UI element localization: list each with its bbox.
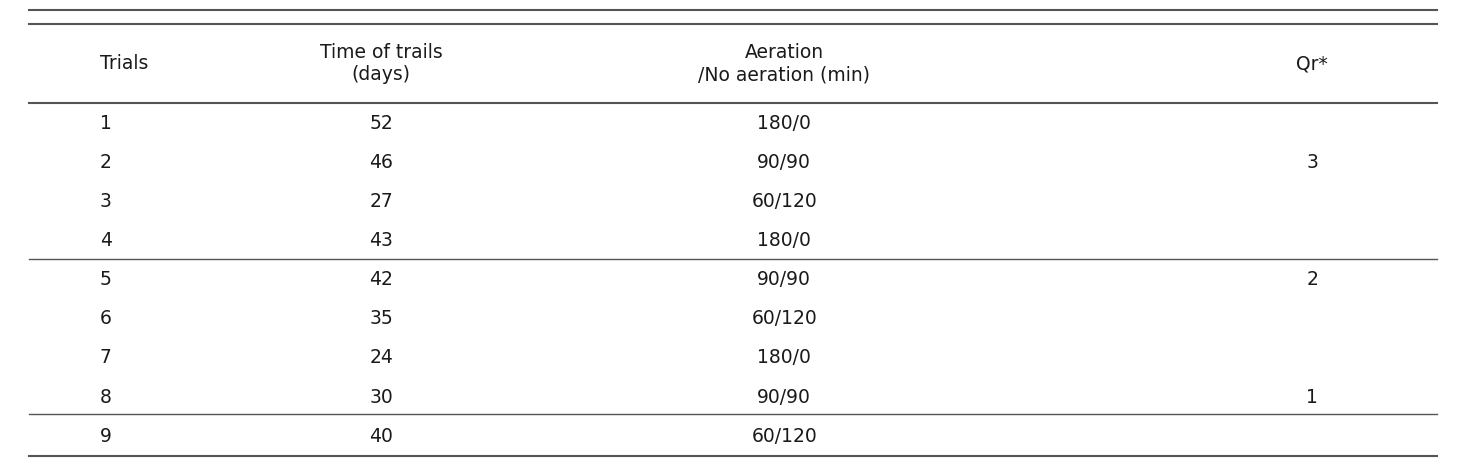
Text: 3: 3 [100, 192, 111, 211]
Text: 90/90: 90/90 [758, 270, 811, 289]
Text: 6: 6 [100, 309, 111, 328]
Text: 9: 9 [100, 427, 111, 445]
Text: 43: 43 [369, 231, 393, 250]
Text: Trials: Trials [100, 55, 148, 73]
Text: 4: 4 [100, 231, 111, 250]
Text: 60/120: 60/120 [752, 309, 817, 328]
Text: 90/90: 90/90 [758, 153, 811, 171]
Text: 46: 46 [369, 153, 393, 171]
Text: 5: 5 [100, 270, 111, 289]
Text: 8: 8 [100, 388, 111, 406]
Text: 2: 2 [1306, 270, 1318, 289]
Text: 1: 1 [1306, 388, 1318, 406]
Text: 90/90: 90/90 [758, 388, 811, 406]
Text: 35: 35 [369, 309, 393, 328]
Text: 1: 1 [100, 114, 111, 132]
Text: 180/0: 180/0 [758, 349, 811, 367]
Text: Time of trails
(days): Time of trails (days) [320, 43, 443, 84]
Text: 3: 3 [1306, 153, 1318, 171]
Text: 60/120: 60/120 [752, 192, 817, 211]
Text: 2: 2 [100, 153, 111, 171]
Text: 180/0: 180/0 [758, 231, 811, 250]
Text: 40: 40 [369, 427, 393, 445]
Text: 60/120: 60/120 [752, 427, 817, 445]
Text: Aeration
/No aeration (min): Aeration /No aeration (min) [698, 43, 871, 84]
Text: 27: 27 [369, 192, 393, 211]
Text: 30: 30 [369, 388, 393, 406]
Text: 24: 24 [369, 349, 393, 367]
Text: 180/0: 180/0 [758, 114, 811, 132]
Text: Qr*: Qr* [1296, 55, 1328, 73]
Text: 7: 7 [100, 349, 111, 367]
Text: 42: 42 [369, 270, 393, 289]
Text: 52: 52 [369, 114, 393, 132]
